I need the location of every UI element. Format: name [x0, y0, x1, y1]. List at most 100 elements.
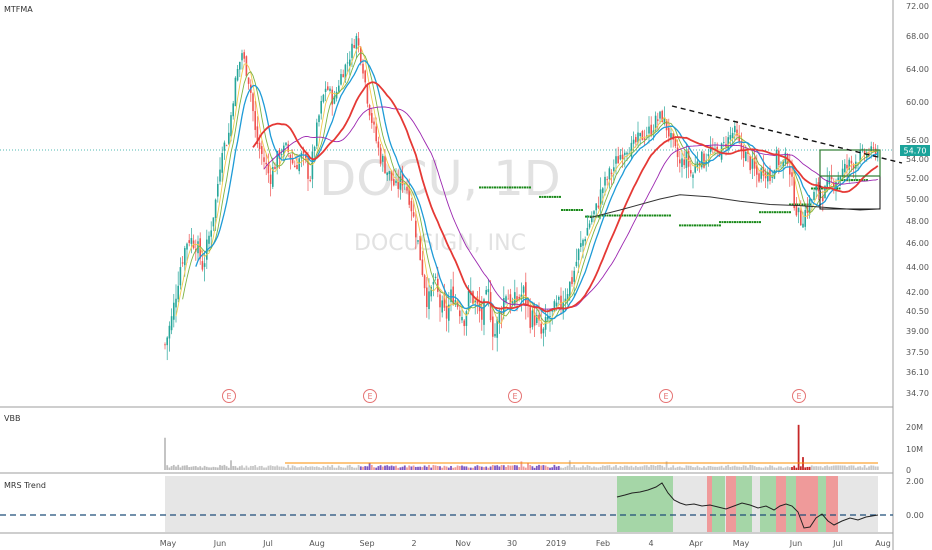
support-dot — [521, 186, 524, 189]
volume-bar — [586, 465, 589, 470]
candle-body — [412, 212, 415, 217]
volume-bar — [472, 467, 474, 470]
candle-body — [608, 168, 611, 180]
volume-tick-label: 0 — [906, 466, 911, 475]
volume-bar — [274, 466, 276, 470]
volume-bar — [408, 465, 411, 470]
volume-bar — [612, 466, 615, 470]
candle-body — [582, 239, 584, 246]
volume-bar — [599, 466, 602, 470]
candle-body — [789, 165, 791, 175]
candle-body — [511, 301, 514, 304]
volume-bar — [551, 467, 554, 470]
volume-bar — [850, 465, 853, 470]
support-dot — [838, 187, 841, 190]
trend-band-neutral — [165, 476, 878, 532]
candle-body — [870, 146, 872, 153]
support-dot — [771, 211, 774, 214]
candle-body — [280, 153, 283, 156]
candle-body — [547, 316, 549, 320]
candle-body — [456, 302, 459, 308]
volume-bar — [179, 467, 182, 470]
candle-body — [289, 154, 292, 160]
volume-bar — [166, 465, 169, 470]
volume-bar — [247, 467, 250, 470]
candle-body — [672, 133, 674, 140]
candle-body — [313, 146, 316, 151]
earnings-marker[interactable]: E — [659, 389, 673, 403]
price-tick-label: 42.00 — [906, 288, 929, 297]
candle-body — [432, 281, 435, 285]
candle-body — [507, 298, 509, 300]
volume-bar — [414, 466, 417, 470]
candle-body — [522, 286, 525, 293]
support-dot — [541, 195, 544, 198]
candle-body — [624, 152, 626, 155]
candle-body — [701, 151, 703, 168]
volume-bar — [689, 465, 692, 470]
earnings-letter: E — [367, 392, 372, 401]
support-dot — [756, 221, 759, 224]
volume-bar — [307, 467, 309, 470]
support-dot — [781, 211, 784, 214]
volume-bar — [401, 466, 404, 470]
candle-body — [613, 167, 615, 171]
volume-bar — [443, 465, 446, 470]
volume-bar — [661, 465, 664, 470]
watermark-name: DOCUSIGN, INC — [354, 231, 526, 256]
support-dot — [634, 214, 636, 217]
candle-body — [555, 302, 558, 307]
volume-bar — [287, 464, 290, 470]
trend-band — [776, 476, 786, 532]
earnings-marker[interactable]: E — [792, 389, 806, 403]
candle-body — [610, 172, 613, 174]
volume-bar — [610, 467, 613, 470]
price-tick-label: 46.00 — [906, 239, 929, 248]
candle-body — [221, 152, 223, 173]
volume-bar — [584, 467, 587, 470]
volume-bar — [769, 465, 771, 470]
volume-bar — [419, 466, 422, 470]
candle-body — [283, 145, 285, 157]
candle-body — [597, 205, 600, 208]
support-dot — [524, 186, 526, 189]
earnings-marker[interactable]: E — [222, 389, 236, 403]
candle-body — [602, 188, 604, 194]
support-dot — [509, 186, 511, 189]
earnings-marker[interactable]: E — [508, 389, 522, 403]
support-dot — [699, 224, 701, 227]
candle-body — [780, 162, 782, 164]
candle-body — [371, 113, 373, 123]
support-dot — [741, 221, 744, 224]
volume-bar — [744, 465, 747, 470]
volume-bar — [872, 465, 875, 470]
time-axis[interactable]: May Jun Jul Aug Sep 2 Nov 30 2019 Feb 4 Apr May Jun Ju… — [160, 539, 891, 548]
support-dot — [706, 224, 709, 227]
volume-bar — [476, 465, 479, 470]
candle-body — [569, 281, 571, 298]
candle-body — [553, 301, 556, 312]
support-dot — [691, 224, 694, 227]
support-dot — [568, 209, 571, 211]
support-dot — [629, 214, 631, 217]
candle-body — [782, 160, 784, 167]
volume-bar — [423, 465, 426, 470]
candle-body — [494, 333, 496, 337]
volume-bar — [700, 467, 703, 470]
volume-bar — [659, 464, 661, 470]
support-dot — [669, 214, 671, 217]
volume-tick-label: 10M — [906, 445, 923, 454]
price-tick-label: 54.00 — [906, 155, 929, 164]
candle-body — [208, 235, 210, 244]
candle-body — [795, 205, 798, 216]
resistance-trendline — [671, 105, 903, 164]
support-dot — [496, 186, 499, 189]
trend-line — [671, 105, 903, 164]
volume-bar — [835, 465, 837, 470]
volume-bar — [518, 467, 521, 470]
volume-bar — [276, 465, 279, 470]
earnings-marker[interactable]: E — [363, 389, 377, 403]
volume-bar — [355, 467, 358, 470]
volume-bar — [674, 467, 677, 470]
price-axis[interactable]: 72.00 68.00 64.00 60.00 56.00 54.00 52.00 50.00… — [906, 2, 929, 398]
